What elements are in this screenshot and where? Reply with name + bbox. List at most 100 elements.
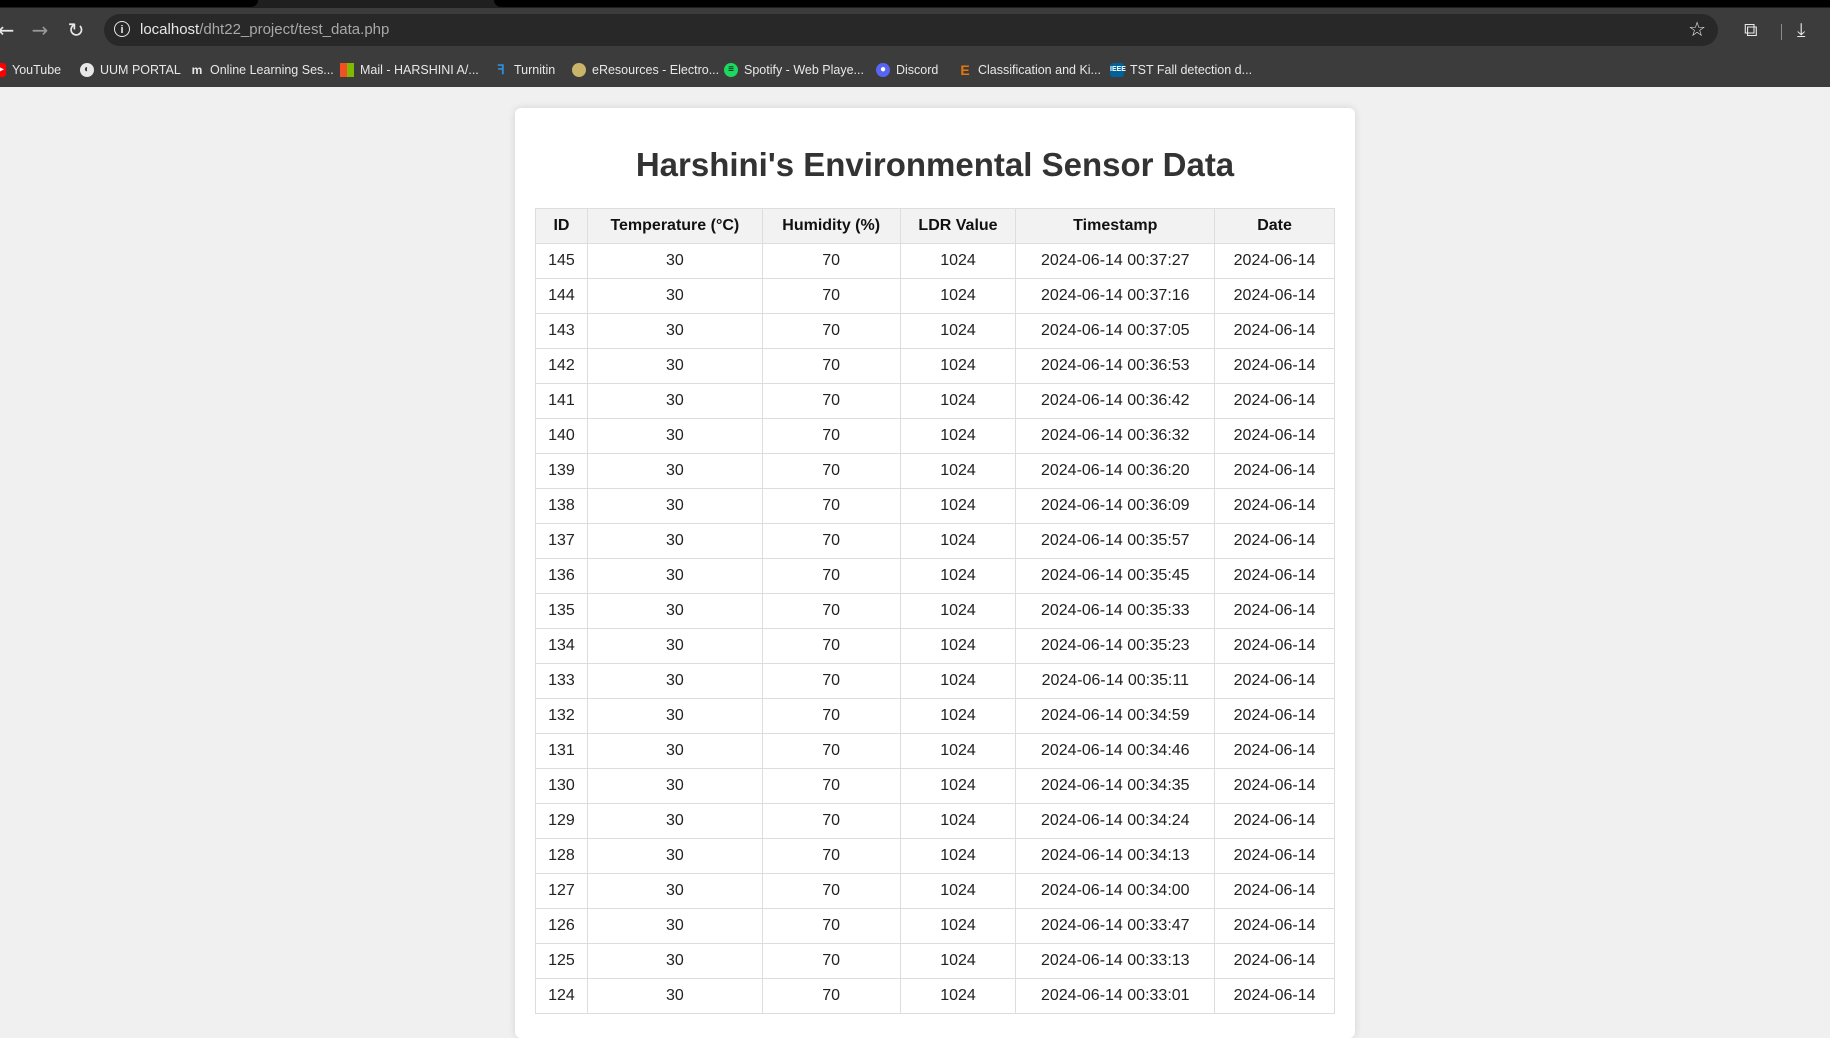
bookmark-turnitin[interactable]: ꟻ Turnitin bbox=[494, 52, 555, 87]
cell-humidity: 70 bbox=[761, 593, 901, 629]
cell-ldr: 1024 bbox=[899, 768, 1017, 804]
table-row: 133 30 70 1024 2024-06-14 00:35:11 2024-06-14 bbox=[535, 663, 1335, 699]
youtube-icon: ▸ bbox=[0, 62, 6, 77]
globe-icon: ◐ bbox=[80, 62, 94, 77]
cell-humidity: 70 bbox=[761, 628, 901, 664]
cell-temperature: 30 bbox=[586, 628, 763, 664]
cell-date: 2024-06-14 bbox=[1214, 908, 1335, 944]
reload-icon[interactable]: ↻ bbox=[67, 18, 85, 42]
bookmark-tst-fall[interactable]: IEEE TST Fall detection d... bbox=[1110, 52, 1252, 87]
content-card: Harshini's Environmental Sensor Data ID … bbox=[515, 108, 1355, 1038]
column-header-date: Date bbox=[1214, 208, 1335, 244]
cell-date: 2024-06-14 bbox=[1214, 873, 1335, 909]
cell-timestamp: 2024-06-14 00:37:16 bbox=[1015, 278, 1216, 314]
table-row: 144 30 70 1024 2024-06-14 00:37:16 2024-06-14 bbox=[535, 278, 1335, 314]
table-row: 138 30 70 1024 2024-06-14 00:36:09 2024-06-14 bbox=[535, 488, 1335, 524]
table-row: 126 30 70 1024 2024-06-14 00:33:47 2024-06-14 bbox=[535, 908, 1335, 944]
cell-humidity: 70 bbox=[761, 908, 901, 944]
cell-ldr: 1024 bbox=[899, 838, 1017, 874]
bookmark-classification[interactable]: E Classification and Ki... bbox=[958, 52, 1101, 87]
bookmarks-bar: ▸ YouTube ◐ UUM PORTAL m Online Learning Se… bbox=[0, 52, 1830, 87]
site-info-icon[interactable]: i bbox=[114, 21, 130, 37]
crest-icon bbox=[572, 62, 586, 77]
bookmark-star-icon[interactable]: ☆ bbox=[1688, 17, 1706, 41]
cell-timestamp: 2024-06-14 00:33:13 bbox=[1015, 943, 1216, 979]
cell-id: 130 bbox=[535, 768, 588, 804]
cell-date: 2024-06-14 bbox=[1214, 768, 1335, 804]
discord-icon: ● bbox=[876, 62, 890, 77]
cell-id: 137 bbox=[535, 523, 588, 559]
cell-date: 2024-06-14 bbox=[1214, 593, 1335, 629]
table-row: 141 30 70 1024 2024-06-14 00:36:42 2024-06-14 bbox=[535, 383, 1335, 419]
bookmark-discord[interactable]: ● Discord bbox=[876, 52, 938, 87]
cell-temperature: 30 bbox=[586, 418, 763, 454]
cell-timestamp: 2024-06-14 00:33:47 bbox=[1015, 908, 1216, 944]
cell-humidity: 70 bbox=[761, 418, 901, 454]
browser-tab-active[interactable] bbox=[494, 0, 1830, 7]
cell-temperature: 30 bbox=[586, 453, 763, 489]
address-url[interactable]: localhost/dht22_project/test_data.php bbox=[140, 21, 389, 38]
table-row: 145 30 70 1024 2024-06-14 00:37:27 2024-06-14 bbox=[535, 243, 1335, 279]
cell-timestamp: 2024-06-14 00:34:00 bbox=[1015, 873, 1216, 909]
cell-humidity: 70 bbox=[761, 278, 901, 314]
bookmark-eresources[interactable]: eResources - Electro... bbox=[572, 52, 719, 87]
browser-tab[interactable] bbox=[0, 0, 258, 7]
cell-ldr: 1024 bbox=[899, 348, 1017, 384]
back-arrow-icon[interactable]: ← bbox=[0, 18, 15, 42]
cell-id: 140 bbox=[535, 418, 588, 454]
extensions-icon[interactable]: ⧉ bbox=[1744, 19, 1758, 41]
address-bar[interactable]: i localhost/dht22_project/test_data.php … bbox=[104, 14, 1718, 46]
cell-ldr: 1024 bbox=[899, 908, 1017, 944]
bookmark-uum-portal[interactable]: ◐ UUM PORTAL bbox=[80, 52, 181, 87]
cell-humidity: 70 bbox=[761, 348, 901, 384]
bookmark-youtube[interactable]: ▸ YouTube bbox=[0, 52, 61, 87]
microsoft-icon bbox=[340, 62, 354, 77]
cell-timestamp: 2024-06-14 00:37:05 bbox=[1015, 313, 1216, 349]
cell-id: 127 bbox=[535, 873, 588, 909]
bookmark-label: Spotify - Web Playe... bbox=[744, 62, 864, 77]
cell-timestamp: 2024-06-14 00:35:33 bbox=[1015, 593, 1216, 629]
cell-date: 2024-06-14 bbox=[1214, 278, 1335, 314]
table-row: 136 30 70 1024 2024-06-14 00:35:45 2024-06-14 bbox=[535, 558, 1335, 594]
bookmark-spotify[interactable]: ≡ Spotify - Web Playe... bbox=[724, 52, 864, 87]
spotify-icon: ≡ bbox=[724, 62, 738, 77]
cell-humidity: 70 bbox=[761, 943, 901, 979]
table-row: 142 30 70 1024 2024-06-14 00:36:53 2024-06-14 bbox=[535, 348, 1335, 384]
forward-arrow-icon[interactable]: → bbox=[31, 18, 49, 42]
cell-id: 128 bbox=[535, 838, 588, 874]
cell-temperature: 30 bbox=[586, 313, 763, 349]
cell-id: 145 bbox=[535, 243, 588, 279]
cell-date: 2024-06-14 bbox=[1214, 698, 1335, 734]
column-header-id: ID bbox=[535, 208, 588, 244]
cell-timestamp: 2024-06-14 00:33:01 bbox=[1015, 978, 1216, 1014]
cell-humidity: 70 bbox=[761, 803, 901, 839]
bookmark-label: TST Fall detection d... bbox=[1130, 62, 1253, 77]
table-row: 135 30 70 1024 2024-06-14 00:35:33 2024-06-14 bbox=[535, 593, 1335, 629]
cell-temperature: 30 bbox=[586, 978, 763, 1014]
cell-timestamp: 2024-06-14 00:36:20 bbox=[1015, 453, 1216, 489]
table-row: 132 30 70 1024 2024-06-14 00:34:59 2024-06-14 bbox=[535, 698, 1335, 734]
letter-e-icon: E bbox=[960, 61, 970, 78]
page-title: Harshini's Environmental Sensor Data bbox=[635, 146, 1235, 183]
toolbar-divider bbox=[1781, 24, 1782, 40]
bookmark-label: YouTube bbox=[12, 62, 62, 77]
cell-ldr: 1024 bbox=[899, 383, 1017, 419]
table-row: 139 30 70 1024 2024-06-14 00:36:20 2024-06-14 bbox=[535, 453, 1335, 489]
column-header-ldr: LDR Value bbox=[899, 208, 1017, 244]
download-icon[interactable]: ⤓ bbox=[1797, 19, 1806, 41]
table-row: 127 30 70 1024 2024-06-14 00:34:00 2024-06-14 bbox=[535, 873, 1335, 909]
cell-temperature: 30 bbox=[586, 908, 763, 944]
bookmark-online-learning[interactable]: m Online Learning Ses... bbox=[190, 52, 334, 87]
table-row: 131 30 70 1024 2024-06-14 00:34:46 2024-06-14 bbox=[535, 733, 1335, 769]
cell-ldr: 1024 bbox=[899, 558, 1017, 594]
cell-ldr: 1024 bbox=[899, 873, 1017, 909]
column-header-humidity: Humidity (%) bbox=[761, 208, 901, 244]
sensor-data-table: ID Temperature (°C) Humidity (%) LDR Val… bbox=[535, 208, 1335, 1014]
bookmark-mail[interactable]: Mail - HARSHINI A/... bbox=[340, 52, 479, 87]
cell-date: 2024-06-14 bbox=[1214, 978, 1335, 1014]
cell-ldr: 1024 bbox=[899, 698, 1017, 734]
cell-date: 2024-06-14 bbox=[1214, 243, 1335, 279]
cell-date: 2024-06-14 bbox=[1214, 803, 1335, 839]
cell-timestamp: 2024-06-14 00:36:42 bbox=[1015, 383, 1216, 419]
cell-humidity: 70 bbox=[761, 383, 901, 419]
